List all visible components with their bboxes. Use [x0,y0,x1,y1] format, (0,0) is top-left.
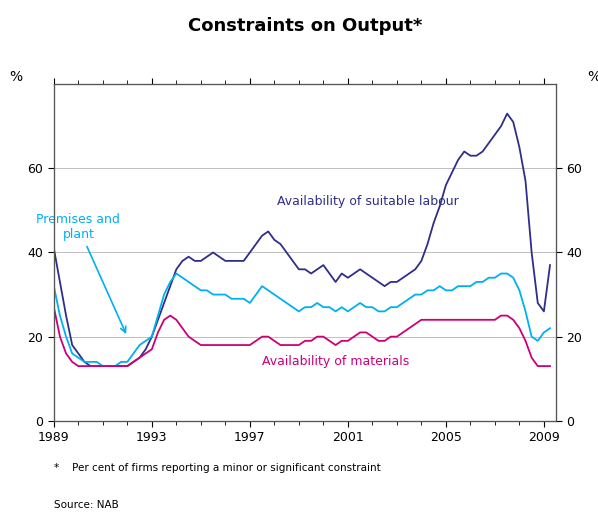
Text: Availability of materials: Availability of materials [262,356,409,368]
Text: %: % [10,70,23,84]
Text: Premises and
plant: Premises and plant [36,213,126,332]
Text: %: % [587,70,598,84]
Text: Availability of suitable labour: Availability of suitable labour [277,196,458,208]
Text: Source: NAB: Source: NAB [54,500,118,510]
Title: Constraints on Output*: Constraints on Output* [188,17,422,35]
Text: *    Per cent of firms reporting a minor or significant constraint: * Per cent of firms reporting a minor or… [54,463,380,473]
